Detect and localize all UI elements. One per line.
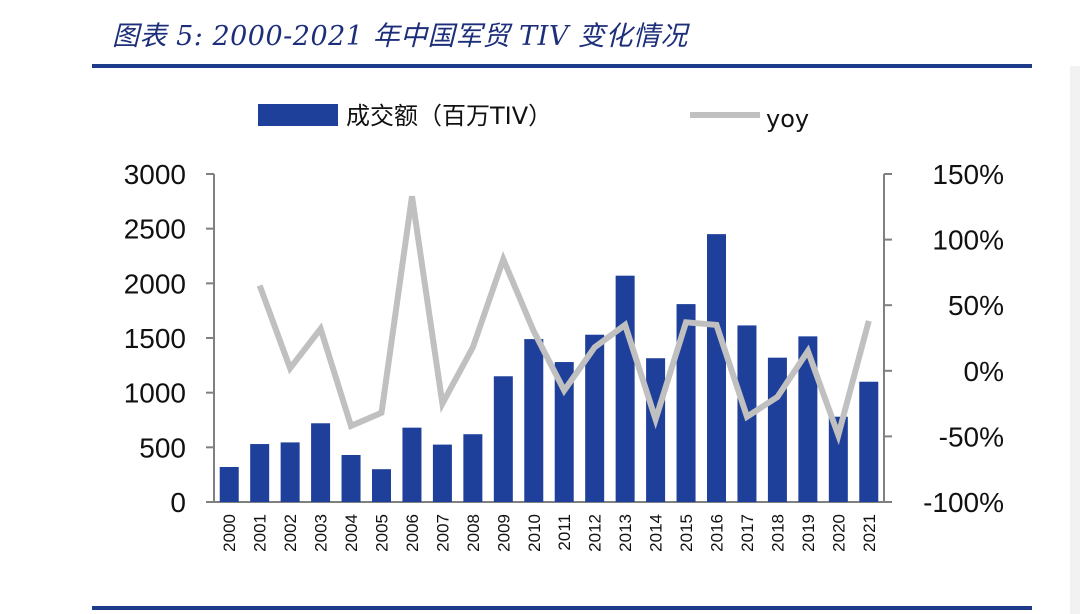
bar-2005 (372, 469, 391, 502)
bar-2021 (859, 381, 879, 502)
legend: 成交额（百万TIV） yoy (258, 102, 809, 133)
x-tick-label: 2015 (677, 514, 696, 552)
right-tick-label: -100% (923, 487, 1004, 518)
yoy-line (256, 195, 872, 446)
right-tick-label: -50% (939, 421, 1004, 452)
left-tick-label: 1500 (124, 323, 186, 354)
x-tick-label: 2010 (525, 514, 544, 552)
bar-2018 (767, 357, 787, 502)
x-tick-label: 2009 (494, 514, 513, 552)
right-tick-label: 150% (932, 159, 1004, 190)
right-axis-ticks: 150% 100% 50% 0% -50% -100% (884, 159, 1004, 518)
x-tick-label: 2001 (251, 514, 270, 552)
right-tick-label: 50% (948, 290, 1004, 321)
yoy-series (256, 195, 872, 446)
x-tick-label: 2007 (433, 514, 452, 552)
left-tick-label: 0 (170, 487, 186, 518)
bar-2004 (341, 454, 361, 502)
x-tick-label: 2014 (647, 514, 666, 552)
legend-label-bars: 成交额（百万TIV） (346, 102, 552, 130)
bar-2019 (798, 336, 818, 502)
bar-series (219, 234, 879, 502)
bar-2007 (432, 444, 452, 502)
page-edge (1070, 66, 1080, 614)
bar-2013 (615, 275, 635, 502)
x-tick-label: 2006 (403, 514, 422, 552)
x-axis-ticks: 2000 2001 2002 2003 2004 2005 2006 2007 2008 2009… (220, 514, 879, 552)
x-tick-label: 2012 (586, 514, 605, 552)
bar-2000 (219, 467, 239, 502)
x-tick-label: 2016 (708, 514, 727, 552)
x-tick-label: 2017 (738, 514, 757, 552)
x-tick-label: 2018 (768, 514, 787, 552)
x-tick-label: 2003 (312, 514, 331, 552)
x-tick-label: 2005 (373, 514, 392, 552)
bar-2015 (676, 304, 696, 502)
right-tick-label: 0% (964, 356, 1004, 387)
bar-2011 (554, 362, 574, 502)
title-rule (92, 64, 1032, 68)
x-tick-label: 2020 (829, 514, 848, 552)
bottom-rule (92, 606, 1032, 610)
bar-2002 (280, 442, 300, 502)
left-tick-label: 500 (139, 432, 186, 463)
right-tick-label: 100% (932, 225, 1004, 256)
legend-swatch-line (690, 112, 760, 118)
bar-2010 (524, 339, 544, 502)
left-tick-label: 2000 (124, 268, 186, 299)
bar-2020 (828, 416, 848, 502)
x-tick-label: 2011 (555, 514, 574, 551)
bar-2008 (463, 434, 483, 502)
x-tick-label: 2008 (464, 514, 483, 552)
legend-label-line: yoy (766, 105, 809, 133)
bar-2014 (646, 358, 666, 502)
x-tick-label: 2019 (799, 514, 818, 552)
bar-2001 (250, 444, 270, 502)
bar-2003 (311, 423, 331, 502)
left-axis-ticks: 3000 2500 2000 1500 1000 500 0 (124, 159, 214, 518)
figure-title: 图表 5: 2000-2021 年中国军贸 TIV 变化情况 (112, 21, 688, 52)
bar-2006 (402, 427, 422, 502)
bar-2016 (707, 234, 726, 502)
left-tick-label: 1000 (124, 378, 186, 409)
left-tick-label: 3000 (124, 159, 186, 190)
bar-2009 (493, 376, 513, 502)
left-tick-label: 2500 (124, 214, 186, 245)
x-tick-label: 2021 (860, 514, 879, 552)
x-tick-label: 2013 (616, 514, 635, 552)
x-tick-label: 2000 (220, 514, 239, 552)
x-tick-label: 2002 (281, 514, 300, 552)
x-tick-label: 2004 (342, 514, 361, 552)
bar-2012 (585, 334, 605, 502)
legend-swatch-bars (258, 104, 338, 126)
